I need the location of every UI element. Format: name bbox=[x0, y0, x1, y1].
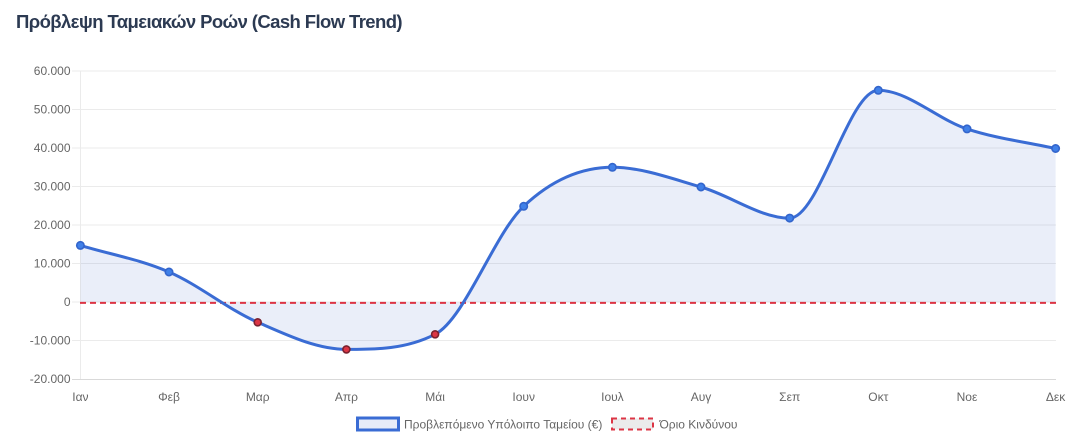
svg-text:-10.000: -10.000 bbox=[30, 334, 71, 348]
svg-text:Προβλεπόμενο Υπόλοιπο Ταμείου: Προβλεπόμενο Υπόλοιπο Ταμείου (€) bbox=[404, 418, 602, 432]
svg-text:Φεβ: Φεβ bbox=[158, 390, 180, 404]
svg-text:Αυγ: Αυγ bbox=[691, 390, 712, 404]
svg-text:Ιαν: Ιαν bbox=[72, 390, 88, 404]
svg-text:Ιουν: Ιουν bbox=[512, 390, 535, 404]
svg-text:Δεκ: Δεκ bbox=[1046, 390, 1066, 404]
svg-text:Οκτ: Οκτ bbox=[868, 390, 888, 404]
svg-text:30.000: 30.000 bbox=[34, 180, 71, 194]
svg-text:Μαρ: Μαρ bbox=[246, 390, 270, 404]
svg-text:Μάι: Μάι bbox=[425, 390, 445, 404]
svg-text:10.000: 10.000 bbox=[34, 257, 71, 271]
svg-text:Πρόβλεψη Ταμειακών Ροών (Cash: Πρόβλεψη Ταμειακών Ροών (Cash Flow Trend… bbox=[16, 11, 402, 32]
svg-text:20.000: 20.000 bbox=[34, 218, 71, 232]
svg-text:Ιουλ: Ιουλ bbox=[601, 390, 624, 404]
svg-text:Όριο Κινδύνου: Όριο Κινδύνου bbox=[659, 418, 738, 432]
svg-text:-20.000: -20.000 bbox=[30, 372, 71, 386]
svg-text:50.000: 50.000 bbox=[34, 103, 71, 117]
svg-text:Απρ: Απρ bbox=[335, 390, 358, 404]
svg-text:Νοε: Νοε bbox=[957, 390, 978, 404]
svg-text:40.000: 40.000 bbox=[34, 141, 71, 155]
svg-text:Σεπ: Σεπ bbox=[779, 390, 800, 404]
svg-text:0: 0 bbox=[64, 295, 71, 309]
svg-text:60.000: 60.000 bbox=[34, 64, 71, 78]
